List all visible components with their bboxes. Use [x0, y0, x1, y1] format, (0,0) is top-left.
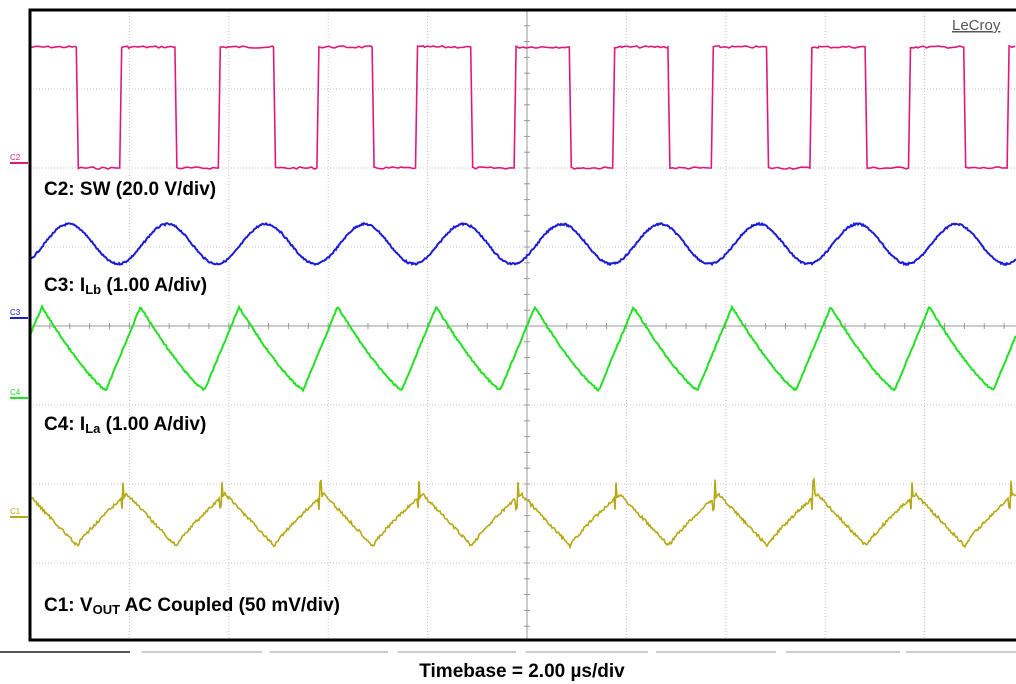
c1-label: C1: VOUT AC Coupled (50 mV/div)	[44, 595, 340, 617]
c2-ground-marker-label: C2	[10, 153, 21, 162]
c1-trace	[29, 476, 1016, 550]
c3-ground-marker-label: C3	[10, 308, 21, 317]
c4-label: C4: ILa (1.00 A/div)	[44, 414, 206, 436]
channel-markers: C2 C3 C4 C1	[10, 153, 28, 518]
c2-label: C2: SW (20.0 V/div)	[44, 179, 216, 200]
timebase-label: Timebase = 2.00 µs/div	[419, 661, 625, 682]
c4-trace	[29, 303, 1016, 393]
c3-trace	[29, 221, 1016, 267]
brand-label: LeCroy	[952, 17, 1001, 34]
traces	[29, 44, 1016, 550]
c1-ground-marker-label: C1	[10, 507, 21, 516]
c4-ground-marker-label: C4	[10, 388, 21, 397]
c2-trace	[29, 44, 1016, 171]
screen-frame	[28, 8, 1016, 642]
c3-label: C3: ILb (1.00 A/div)	[44, 275, 207, 297]
